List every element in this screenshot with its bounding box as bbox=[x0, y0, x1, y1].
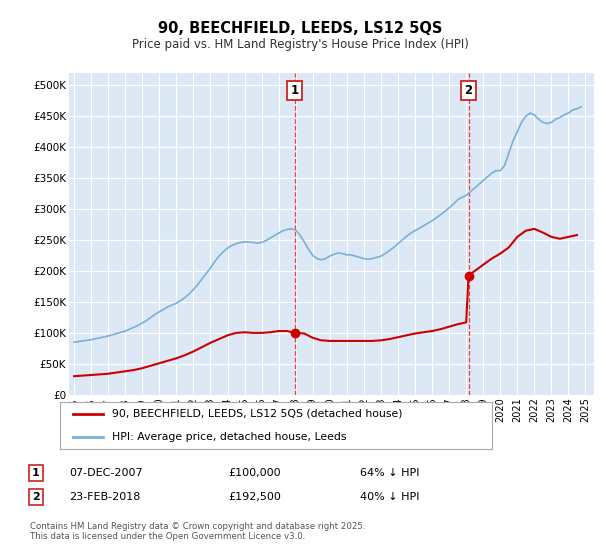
Text: HPI: Average price, detached house, Leeds: HPI: Average price, detached house, Leed… bbox=[112, 432, 346, 442]
Text: 90, BEECHFIELD, LEEDS, LS12 5QS: 90, BEECHFIELD, LEEDS, LS12 5QS bbox=[158, 21, 442, 36]
Text: 2: 2 bbox=[464, 84, 473, 97]
Text: 2: 2 bbox=[32, 492, 40, 502]
Text: 90, BEECHFIELD, LEEDS, LS12 5QS (detached house): 90, BEECHFIELD, LEEDS, LS12 5QS (detache… bbox=[112, 409, 403, 419]
Text: Contains HM Land Registry data © Crown copyright and database right 2025.
This d: Contains HM Land Registry data © Crown c… bbox=[30, 522, 365, 542]
Text: 23-FEB-2018: 23-FEB-2018 bbox=[69, 492, 140, 502]
Text: £100,000: £100,000 bbox=[228, 468, 281, 478]
Text: 07-DEC-2007: 07-DEC-2007 bbox=[69, 468, 143, 478]
Text: Price paid vs. HM Land Registry's House Price Index (HPI): Price paid vs. HM Land Registry's House … bbox=[131, 38, 469, 51]
Text: £192,500: £192,500 bbox=[228, 492, 281, 502]
Text: 1: 1 bbox=[32, 468, 40, 478]
Text: 1: 1 bbox=[290, 84, 299, 97]
Text: 64% ↓ HPI: 64% ↓ HPI bbox=[360, 468, 419, 478]
Text: 40% ↓ HPI: 40% ↓ HPI bbox=[360, 492, 419, 502]
